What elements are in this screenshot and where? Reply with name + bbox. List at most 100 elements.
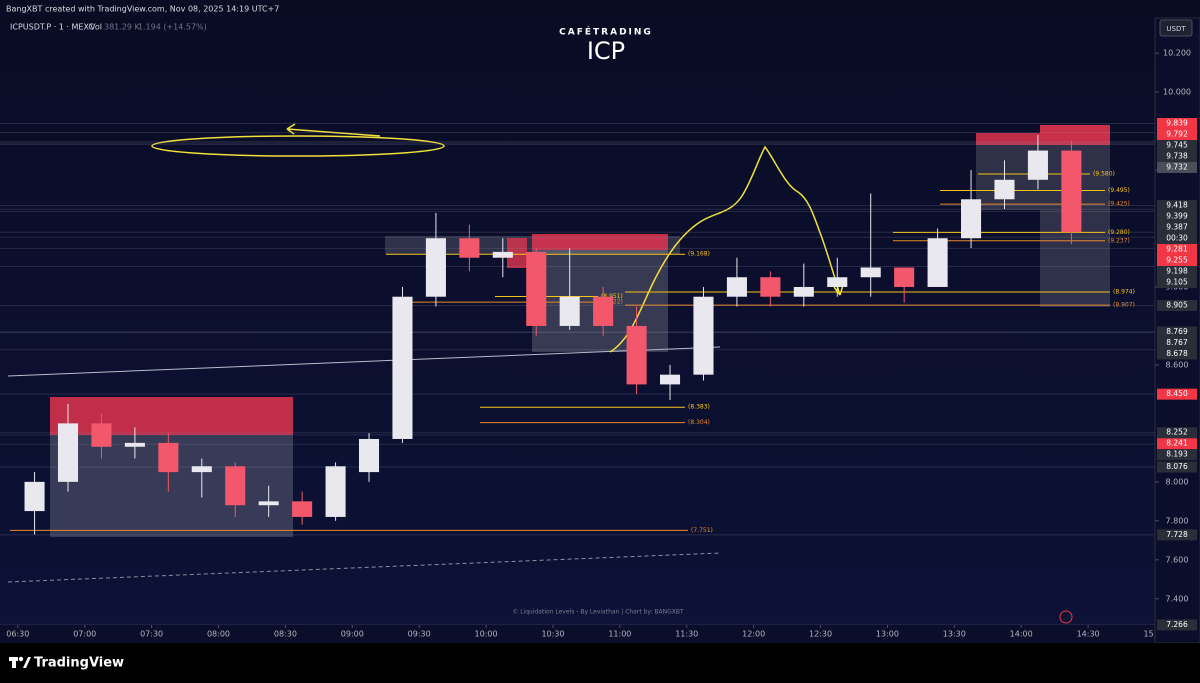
x-tick-label: 11:30 [675, 630, 698, 639]
level-label: (9.237) [1108, 237, 1130, 244]
candle-body [927, 238, 948, 287]
y-tick-label: 7.600 [1166, 555, 1189, 564]
candle-body [325, 466, 346, 517]
red-zone [532, 234, 668, 250]
price-badge-label: 9.738 [1166, 151, 1188, 160]
candle-body [1061, 150, 1082, 233]
x-tick-label: 11:00 [608, 630, 631, 639]
price-badge-label: 9.792 [1166, 129, 1188, 138]
price-badge-label: 8.905 [1166, 300, 1188, 309]
x-tick-label: 09:00 [341, 630, 364, 639]
price-badge-label: 8.241 [1166, 439, 1188, 448]
currency[interactable]: USDT [1166, 25, 1186, 33]
price-badge [1157, 222, 1197, 234]
x-tick-label: 13:30 [943, 630, 966, 639]
footer-logo-icon [9, 656, 31, 668]
y-tick-label: 8.600 [1166, 360, 1189, 369]
price-badge-label: 7.266 [1166, 620, 1188, 629]
y-tick-label: 10.000 [1163, 88, 1191, 97]
price-badge-label: 9.281 [1166, 245, 1188, 254]
price-badge-label: 8.252 [1166, 428, 1188, 437]
x-tick-label: 09:30 [408, 630, 431, 639]
price-badge-label: 8.767 [1166, 338, 1188, 347]
x-tick-label: 08:00 [207, 630, 230, 639]
price-badge-label: 9.745 [1166, 140, 1188, 149]
candle-body [726, 277, 747, 297]
header: BangXBT created with TradingView.com, No… [6, 5, 279, 14]
price-badge-label: 9.198 [1166, 267, 1188, 276]
candle-body [994, 179, 1015, 200]
subtitle: CAFÉTRADING [559, 26, 653, 38]
level-label: (8.974) [1113, 289, 1135, 296]
price-badge-label: 9.387 [1166, 223, 1188, 232]
price-axis-labels: 10.20010.0009.6009.0008.6008.0007.8007.6… [1155, 49, 1197, 631]
x-tick-label: 06:30 [6, 630, 29, 639]
price-badge-label: 7.728 [1166, 530, 1188, 539]
candle-body [191, 466, 212, 473]
price-badge [1157, 266, 1197, 278]
price-badge [1157, 619, 1197, 631]
symbol: ICPUSDT.P · 1 · MEXC [10, 23, 94, 32]
candle-body [392, 296, 413, 439]
candle-body [24, 481, 45, 512]
footer-logo: TradingView [34, 656, 124, 671]
y-tick-label: 8.000 [1166, 477, 1189, 486]
time-axis [0, 625, 1155, 643]
level-label: (9.580) [1093, 170, 1115, 177]
price-badge [1157, 244, 1197, 256]
x-tick-label: 07:00 [73, 630, 96, 639]
x-tick-label: 10:00 [475, 630, 498, 639]
price-badge [1157, 117, 1197, 129]
level-label: (8.304) [688, 419, 710, 426]
price-badge-label: 8.769 [1166, 327, 1188, 336]
candle-body [225, 466, 246, 506]
candle-body [793, 286, 814, 297]
price-badge [1157, 255, 1197, 267]
red-zone [507, 238, 527, 268]
candle-body [492, 251, 513, 258]
candle-body [660, 374, 681, 385]
price-badge-label: 9.418 [1166, 201, 1188, 210]
price-badge-label: 8.193 [1166, 450, 1188, 459]
candle-body [158, 442, 179, 473]
currency-button[interactable] [1159, 19, 1193, 37]
level-label: (8.951) [601, 293, 623, 300]
volume: 381.29 K [104, 23, 141, 32]
candle-body [760, 277, 781, 297]
change: -1.194 (+14.57%) [135, 23, 207, 32]
candles [24, 134, 1082, 535]
price-badge-label: 9.839 [1166, 118, 1188, 127]
red-zone [50, 397, 293, 435]
arrow-drawing [286, 123, 381, 137]
candle-body [526, 251, 547, 326]
price-badge-label: 9.399 [1166, 212, 1188, 221]
alert-icon[interactable] [1059, 610, 1073, 624]
price-badge [1157, 326, 1197, 338]
grid [0, 122, 1155, 626]
x-tick-label: 14:30 [1077, 630, 1100, 639]
price-badge [1157, 438, 1197, 450]
price-badge [1157, 150, 1197, 162]
x-tick-label: 08:30 [274, 630, 297, 639]
candle-body [593, 296, 614, 326]
level-label: (9.425) [1108, 201, 1130, 208]
price-badge [1157, 128, 1197, 140]
trend-line [7, 346, 721, 377]
price-badge [1157, 161, 1197, 173]
x-tick-label: 10:30 [541, 630, 564, 639]
candle-body [1027, 150, 1048, 180]
price-badge [1157, 139, 1197, 151]
x-tick-label: 07:30 [140, 630, 163, 639]
candle-body [258, 501, 279, 506]
x-tick-label: 12:30 [809, 630, 832, 639]
price-badge [1157, 348, 1197, 360]
price-badge-label: 9.105 [1166, 278, 1188, 287]
candle-body [626, 325, 647, 385]
candle-body [124, 442, 145, 447]
candle-body [358, 438, 380, 473]
level-label: (7.751) [691, 527, 713, 534]
watermark: © Liquidation Levels - By Leviathan | Ch… [512, 609, 684, 616]
y-tick-label: 7.400 [1166, 594, 1189, 603]
